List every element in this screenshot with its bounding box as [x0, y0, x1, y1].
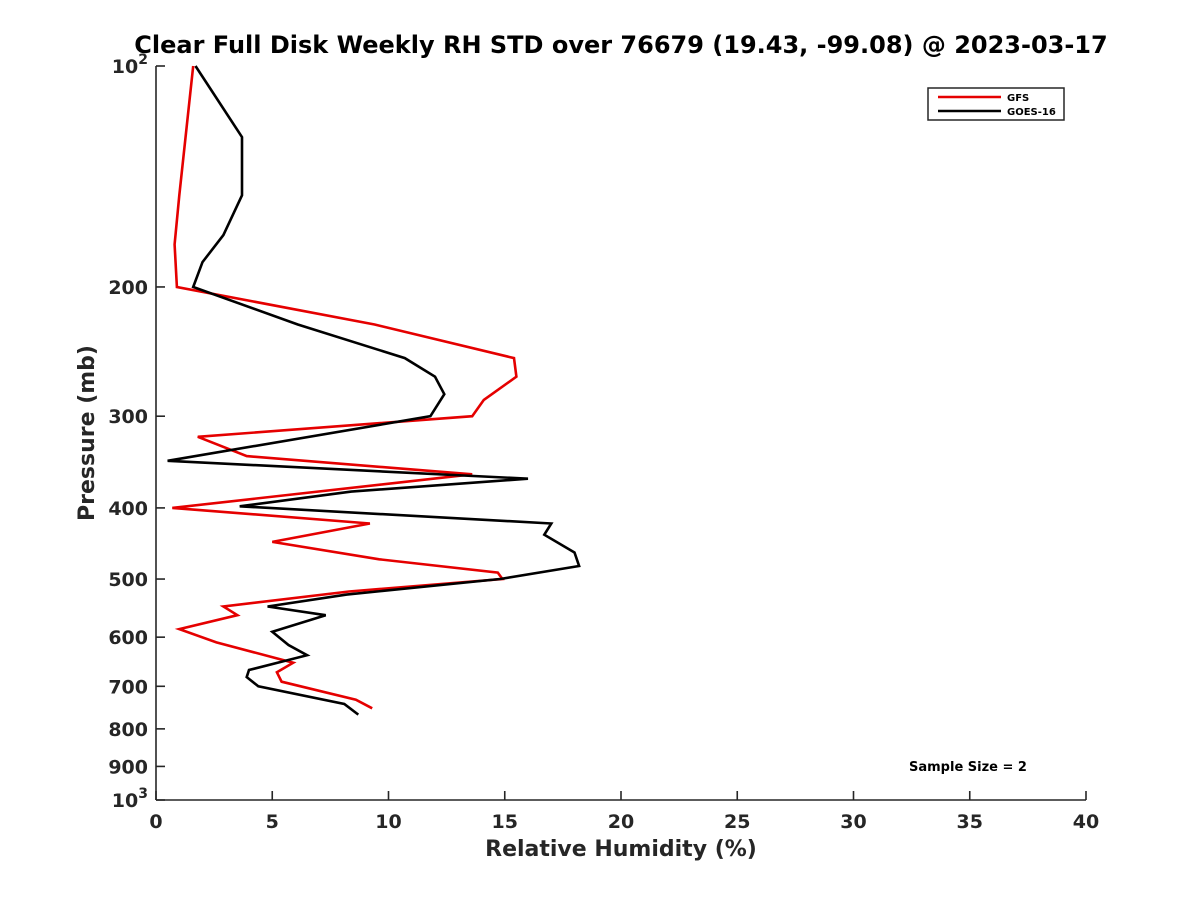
series-line-gfs — [172, 65, 518, 710]
y-tick-label: 600 — [108, 627, 148, 649]
y-tick-label: 102 — [112, 52, 148, 78]
x-tick-label: 0 — [149, 811, 162, 833]
x-axis-label: Relative Humidity (%) — [485, 837, 757, 862]
x-tick-label: 5 — [266, 811, 279, 833]
legend-label-goes16: GOES-16 — [1007, 107, 1056, 118]
series-line-goes16 — [167, 65, 581, 716]
x-tick-label: 20 — [608, 811, 634, 833]
y-tick-label: 900 — [108, 756, 148, 778]
x-tick-label: 25 — [724, 811, 750, 833]
axes-layer — [155, 66, 1086, 801]
y-tick-label: 700 — [108, 676, 148, 698]
chart-title: Clear Full Disk Weekly RH STD over 76679… — [134, 31, 1107, 59]
x-tick-label: 15 — [492, 811, 518, 833]
y-tick-label: 200 — [108, 277, 148, 299]
x-tick-label: 10 — [375, 811, 401, 833]
legend-label-gfs: GFS — [1007, 93, 1029, 104]
x-tick-label: 35 — [957, 811, 983, 833]
sample-size-annotation: Sample Size = 2 — [909, 760, 1027, 775]
legend-box — [927, 87, 1065, 121]
legend: GFS GOES-16 — [927, 87, 1065, 121]
y-tick-label: 300 — [108, 406, 148, 428]
x-tick-label: 30 — [840, 811, 866, 833]
y-tick-label: 800 — [108, 719, 148, 741]
y-tick-label: 400 — [108, 498, 148, 520]
y-tick-label: 500 — [108, 569, 148, 591]
series-layer — [167, 65, 581, 716]
ticks-layer: 0 5 10 15 20 25 30 35 40 102 200 300 400 500 600 700 800… — [108, 52, 1099, 833]
y-tick-label: 103 — [112, 786, 148, 812]
y-axis-label: Pressure (mb) — [75, 345, 100, 521]
x-tick-label: 40 — [1073, 811, 1099, 833]
